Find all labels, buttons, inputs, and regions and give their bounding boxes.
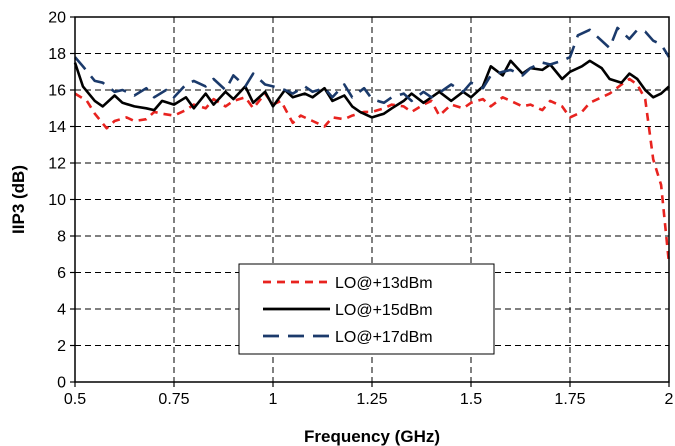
y-tick-label: 4 (57, 302, 66, 319)
x-tick-labels: 0.5 0.75 1 1.25 1.5 1.75 2 (64, 391, 674, 408)
y-tick-label: 6 (57, 265, 66, 282)
y-tick-label: 8 (57, 229, 66, 246)
legend: LO@+13dBm LO@+15dBm LO@+17dBm (238, 263, 495, 355)
x-tick-label: 1 (269, 391, 278, 408)
x-tick-label: 1.5 (460, 391, 482, 408)
x-tick-label: 1.75 (554, 391, 585, 408)
series-line-2 (73, 59, 670, 119)
legend-label-3: LO@+17dBm (335, 329, 433, 346)
x-axis-title: Frequency (GHz) (304, 427, 440, 446)
y-tick-label: 0 (57, 375, 66, 392)
y-tick-labels: 0 2 4 6 8 10 12 14 16 18 20 (48, 10, 66, 392)
y-axis-title: IIP3 (dB) (9, 165, 28, 234)
x-tick-label: 1.25 (356, 391, 387, 408)
series-line-1 (74, 77, 671, 264)
series-line-3 (74, 26, 671, 105)
tick-marks (70, 16, 670, 387)
y-tick-label: 20 (48, 10, 66, 27)
x-tick-label: 0.75 (158, 391, 189, 408)
y-tick-label: 16 (48, 83, 66, 100)
legend-label-1: LO@+13dBm (335, 275, 433, 292)
y-tick-label: 12 (48, 156, 66, 173)
x-tick-label: 0.5 (64, 391, 86, 408)
y-tick-label: 14 (48, 119, 66, 136)
y-tick-label: 2 (57, 338, 66, 355)
legend-label-2: LO@+15dBm (335, 302, 433, 319)
x-tick-label: 2 (665, 391, 674, 408)
y-tick-label: 18 (48, 46, 66, 63)
y-tick-label: 10 (48, 192, 66, 209)
series-lines (73, 26, 671, 264)
